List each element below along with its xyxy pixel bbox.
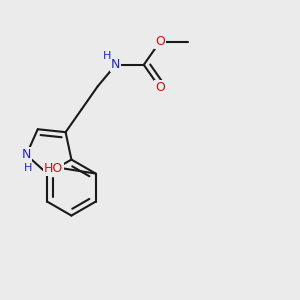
Text: H: H	[103, 51, 111, 61]
Text: N: N	[111, 58, 120, 71]
Text: O: O	[155, 35, 165, 48]
Text: H: H	[24, 163, 32, 173]
Text: O: O	[155, 81, 165, 94]
Text: HO: HO	[44, 162, 63, 175]
Text: N: N	[22, 148, 31, 161]
